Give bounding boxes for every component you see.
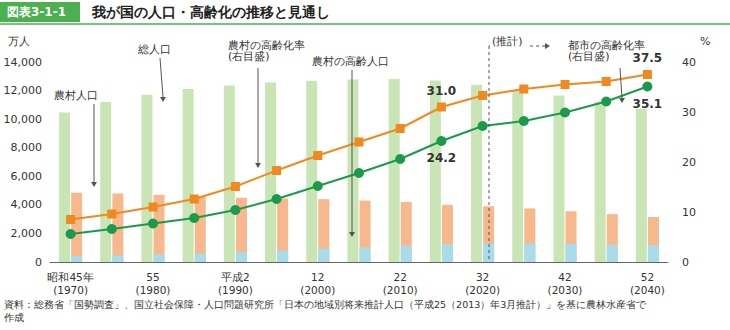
svg-text:30: 30 (682, 106, 696, 119)
svg-text:14,000: 14,000 (4, 56, 43, 69)
svg-text:(2010): (2010) (383, 284, 418, 296)
svg-text:(1980): (1980) (136, 284, 171, 296)
svg-text:農村の高齢化率: 農村の高齢化率 (228, 39, 305, 52)
svg-text:%: % (700, 35, 710, 48)
svg-text:37.5: 37.5 (633, 51, 663, 65)
svg-text:都市の高齢化率: 都市の高齢化率 (568, 39, 645, 52)
svg-text:総人口: 総人口 (137, 43, 171, 56)
svg-text:(1970): (1970) (53, 284, 88, 296)
svg-text:52: 52 (641, 271, 654, 283)
svg-text:42: 42 (558, 271, 571, 283)
svg-text:10,000: 10,000 (4, 113, 43, 126)
svg-text:0: 0 (35, 256, 42, 269)
svg-text:12: 12 (311, 271, 324, 283)
svg-text:40: 40 (682, 56, 696, 69)
svg-text:31.0: 31.0 (427, 84, 457, 98)
svg-text:資料：総務省「国勢調査」、国立社会保障・人口問題研究所「日本: 資料：総務省「国勢調査」、国立社会保障・人口問題研究所「日本の地域別将来推計人口… (4, 299, 647, 310)
svg-text:(2020): (2020) (465, 284, 500, 296)
svg-text:22: 22 (394, 271, 407, 283)
svg-text:2,000: 2,000 (11, 227, 43, 240)
svg-text:農村の高齢人口: 農村の高齢人口 (312, 55, 389, 68)
svg-text:12,000: 12,000 (4, 84, 43, 97)
svg-text:平成2: 平成2 (221, 271, 250, 283)
svg-text:(2040): (2040) (630, 284, 665, 296)
svg-text:0: 0 (682, 256, 689, 269)
svg-text:我が国の人口・高齢化の推移と見通し: 我が国の人口・高齢化の推移と見通し (91, 4, 330, 20)
svg-text:(1990): (1990) (218, 284, 253, 296)
svg-text:作成: 作成 (3, 312, 24, 323)
svg-text:20: 20 (682, 156, 696, 169)
svg-text:(右目盛): (右目盛) (568, 50, 610, 63)
svg-text:35.1: 35.1 (633, 97, 663, 111)
svg-text:10: 10 (682, 206, 696, 219)
svg-text:昭和45年: 昭和45年 (47, 271, 93, 283)
svg-text:(右目盛): (右目盛) (228, 50, 270, 63)
svg-text:(推計): (推計) (492, 35, 523, 48)
svg-text:6,000: 6,000 (11, 170, 43, 183)
svg-text:(2000): (2000) (300, 284, 335, 296)
svg-text:4,000: 4,000 (11, 198, 43, 211)
svg-text:(2030): (2030) (548, 284, 583, 296)
svg-text:農村人口: 農村人口 (54, 89, 98, 102)
svg-text:32: 32 (476, 271, 489, 283)
svg-text:万人: 万人 (8, 35, 30, 48)
svg-text:図表3-1-1: 図表3-1-1 (7, 5, 66, 19)
svg-text:8,000: 8,000 (11, 141, 43, 154)
svg-text:55: 55 (146, 271, 159, 283)
svg-text:24.2: 24.2 (427, 151, 457, 165)
